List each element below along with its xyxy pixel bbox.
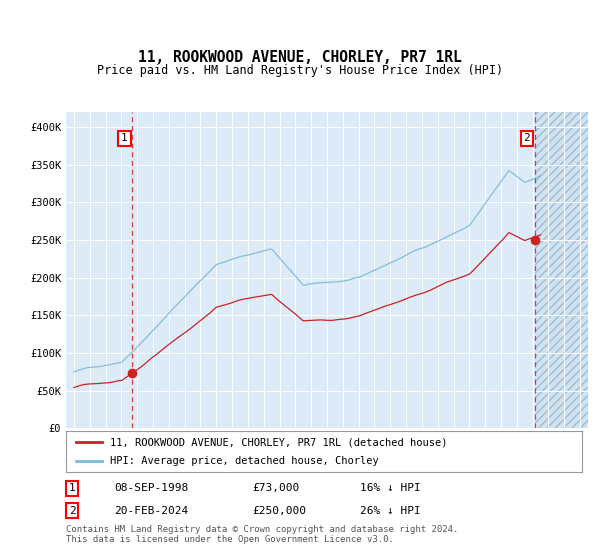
Text: £73,000: £73,000 bbox=[252, 483, 299, 493]
Text: 26% ↓ HPI: 26% ↓ HPI bbox=[360, 506, 421, 516]
Bar bbox=[535, 112, 588, 428]
Text: 08-SEP-1998: 08-SEP-1998 bbox=[114, 483, 188, 493]
Text: Price paid vs. HM Land Registry's House Price Index (HPI): Price paid vs. HM Land Registry's House … bbox=[97, 64, 503, 77]
Bar bbox=[535, 112, 588, 428]
Text: 2: 2 bbox=[68, 506, 76, 516]
Text: 2: 2 bbox=[523, 133, 530, 143]
Text: HPI: Average price, detached house, Chorley: HPI: Average price, detached house, Chor… bbox=[110, 456, 379, 465]
Text: 20-FEB-2024: 20-FEB-2024 bbox=[114, 506, 188, 516]
Text: 1: 1 bbox=[68, 483, 76, 493]
Text: 11, ROOKWOOD AVENUE, CHORLEY, PR7 1RL: 11, ROOKWOOD AVENUE, CHORLEY, PR7 1RL bbox=[138, 50, 462, 65]
Text: 11, ROOKWOOD AVENUE, CHORLEY, PR7 1RL (detached house): 11, ROOKWOOD AVENUE, CHORLEY, PR7 1RL (d… bbox=[110, 437, 448, 447]
Text: Contains HM Land Registry data © Crown copyright and database right 2024.
This d: Contains HM Land Registry data © Crown c… bbox=[66, 525, 458, 544]
Text: 16% ↓ HPI: 16% ↓ HPI bbox=[360, 483, 421, 493]
Text: 1: 1 bbox=[121, 133, 128, 143]
Text: £250,000: £250,000 bbox=[252, 506, 306, 516]
